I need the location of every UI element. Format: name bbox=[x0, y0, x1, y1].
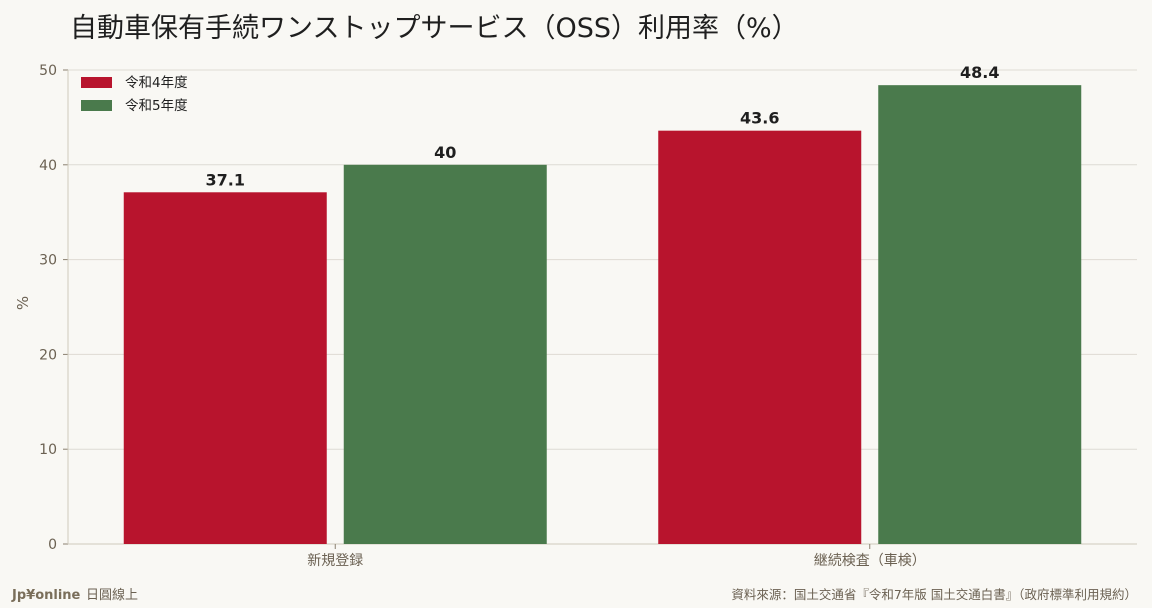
bar bbox=[343, 164, 547, 545]
data-labels: 37.1 40 43.6 48.4 bbox=[206, 63, 1000, 189]
footer-brand: Jp¥online bbox=[11, 588, 81, 603]
legend-swatch bbox=[81, 100, 112, 111]
legend-label: 令和4年度 bbox=[125, 75, 188, 91]
bar bbox=[123, 192, 327, 545]
x-tick-label: 継続検査（車検） bbox=[814, 552, 926, 569]
y-axis-label: % bbox=[14, 296, 32, 310]
y-tick-label: 40 bbox=[39, 158, 57, 174]
y-tick-label: 30 bbox=[39, 253, 57, 269]
data-label: 43.6 bbox=[740, 109, 779, 128]
footer-source: 資料來源：国土交通省『令和7年版 国土交通白書』（政府標準利用規約） bbox=[731, 587, 1137, 602]
data-label: 37.1 bbox=[206, 170, 245, 189]
bars bbox=[123, 85, 1082, 545]
bar bbox=[878, 85, 1082, 544]
x-tick-label: 新規登録 bbox=[307, 553, 363, 569]
data-label: 48.4 bbox=[960, 63, 999, 82]
data-label: 40 bbox=[434, 143, 456, 162]
y-tick-label: 0 bbox=[48, 537, 57, 553]
legend-label: 令和5年度 bbox=[125, 98, 188, 114]
footer-brand-suffix: 日圓線上 bbox=[86, 587, 138, 603]
chart-title: 自動車保有手続ワンストップサービス（OSS）利用率（%） bbox=[70, 13, 799, 44]
legend-swatch bbox=[81, 77, 112, 88]
y-tick-label: 10 bbox=[39, 442, 57, 458]
y-tick-label: 20 bbox=[39, 347, 57, 363]
y-tick-label: 50 bbox=[39, 63, 57, 79]
bar bbox=[658, 130, 862, 544]
